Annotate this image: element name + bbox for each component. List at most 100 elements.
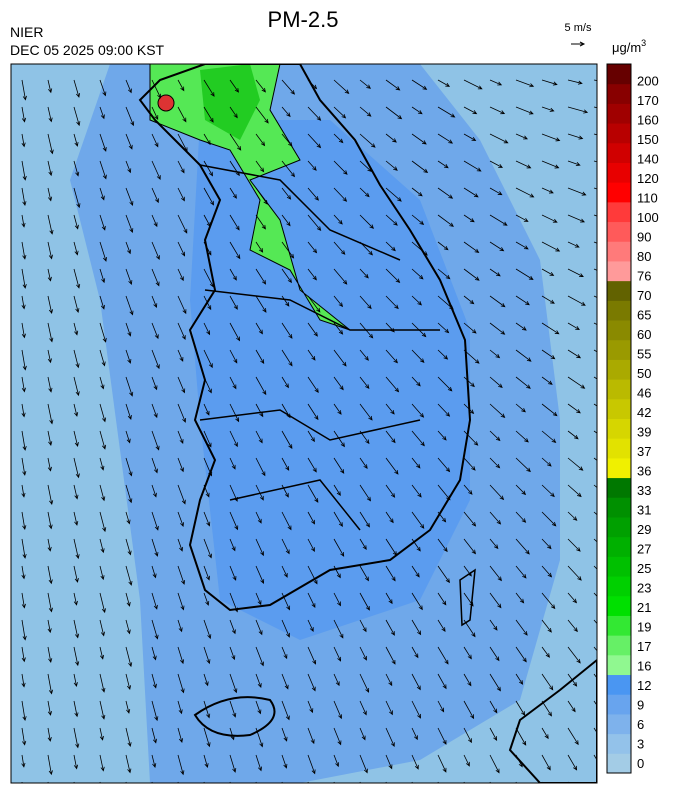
wind-arrow	[359, 511, 370, 528]
wind-arrow	[203, 268, 214, 288]
wind-arrow	[307, 457, 317, 473]
wind-arrow	[333, 619, 344, 639]
wind-arrow	[151, 133, 159, 148]
wind-arrow	[411, 754, 419, 770]
wind-arrow	[229, 646, 236, 661]
wind-arrow	[359, 673, 370, 693]
wind-arrow	[411, 700, 421, 719]
colorbar-label: 39	[637, 425, 651, 440]
wind-arrow	[47, 565, 53, 585]
wind-arrow	[333, 511, 343, 527]
wind-arrow	[359, 322, 374, 339]
wind-arrow	[411, 160, 429, 174]
wind-arrow	[385, 727, 395, 748]
wind-arrow	[229, 322, 241, 342]
wind-arrow	[541, 268, 555, 276]
colorbar-label: 12	[637, 678, 651, 693]
colorbar-swatch	[607, 654, 631, 676]
wind-arrow	[21, 160, 27, 181]
wind-arrow	[333, 673, 340, 687]
wind-arrow	[541, 376, 553, 385]
wind-arrow	[463, 268, 480, 281]
wind-arrow	[177, 781, 179, 783]
wind-arrow	[73, 754, 79, 770]
colorbar-swatch	[607, 339, 631, 360]
wind-arrow	[489, 754, 500, 774]
wind-arrow	[515, 538, 530, 555]
wind-arrow	[151, 295, 158, 309]
wind-arrow	[47, 673, 54, 695]
wind-arrow	[281, 79, 296, 95]
wind-arrow	[437, 700, 445, 713]
colorbar-label: 140	[637, 152, 659, 167]
wind-arrow	[99, 214, 106, 231]
colorbar-swatch	[607, 438, 631, 459]
wind-arrow	[281, 187, 292, 200]
wind-arrow	[99, 592, 106, 614]
wind-arrow	[47, 160, 53, 177]
wind-arrow	[281, 133, 293, 147]
wind-arrow	[333, 754, 340, 768]
wind-arrow	[359, 160, 373, 173]
wind-arrow	[437, 673, 447, 690]
wind-arrow	[593, 673, 597, 679]
wind-arrow	[359, 619, 367, 633]
wind-arrow	[21, 403, 26, 418]
wind-arrow	[567, 781, 569, 783]
colorbar: 0369121617192123252729313336373942465055…	[606, 63, 659, 774]
colorbar-swatch	[607, 142, 631, 163]
wind-arrow	[99, 538, 105, 554]
wind-arrow	[437, 349, 449, 360]
wind-arrow	[515, 295, 530, 306]
wind-arrow	[151, 673, 157, 689]
wind-arrow	[593, 592, 597, 597]
wind-arrow	[333, 160, 348, 175]
legend-unit: μg/m3	[612, 38, 646, 55]
wind-arrow	[541, 700, 552, 717]
wind-arrow	[359, 538, 367, 551]
wind-arrow	[47, 403, 54, 425]
wind-arrow	[151, 430, 160, 451]
wind-arrow	[359, 781, 361, 783]
wind-arrow	[281, 619, 290, 638]
wind-arrow	[489, 295, 506, 308]
wind-arrow	[541, 673, 554, 691]
colorbar-swatch	[607, 497, 631, 518]
wind-arrow	[125, 727, 132, 748]
wind-arrow	[281, 511, 292, 531]
wind-arrow	[437, 727, 447, 745]
wind-arrow	[281, 646, 288, 660]
wind-arrow	[437, 295, 454, 310]
wind-arrow	[125, 160, 132, 174]
wind-arrow	[593, 619, 597, 625]
wind-arrow	[229, 565, 237, 581]
wind-arrow	[307, 565, 318, 585]
colorbar-label: 60	[637, 327, 651, 342]
wind-arrow	[463, 349, 480, 364]
wind-arrow	[489, 106, 506, 115]
wind-arrow	[47, 214, 54, 235]
wind-arrow	[125, 511, 131, 525]
wind-arrow	[385, 133, 397, 143]
colorbar-label: 160	[637, 113, 659, 128]
wind-arrow	[47, 241, 53, 260]
wind-arrow	[73, 673, 78, 687]
colorbar-label: 17	[637, 639, 651, 654]
wind-arrow	[437, 484, 451, 501]
wind-arrow	[281, 538, 290, 555]
wind-arrow	[73, 781, 75, 783]
wind-arrow	[255, 511, 262, 524]
wind-arrow	[47, 295, 54, 315]
wind-arrow	[125, 214, 134, 234]
wind-arrow	[255, 565, 265, 584]
wind-arrow	[99, 511, 107, 533]
wind-arrows	[21, 79, 597, 783]
wind-arrow	[47, 457, 52, 472]
wind-arrow	[359, 79, 371, 89]
wind-arrow	[203, 403, 210, 416]
wind-arrow	[411, 565, 420, 578]
wind-arrow	[567, 646, 581, 664]
wind-arrow	[359, 457, 368, 470]
wind-arrow	[515, 646, 527, 663]
wind-arrow	[21, 538, 27, 559]
